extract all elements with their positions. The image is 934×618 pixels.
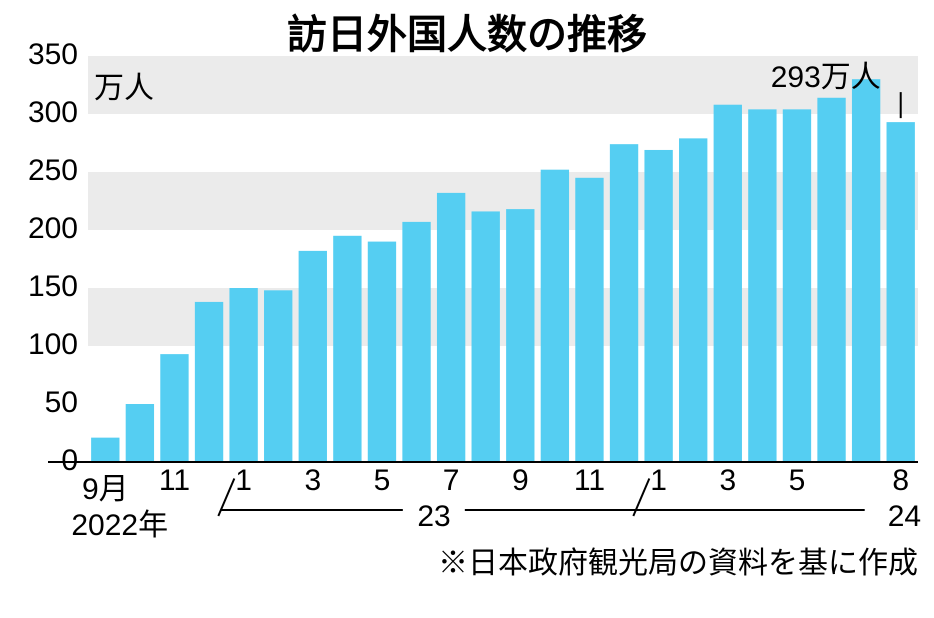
callout-label: 293万人 <box>771 52 881 96</box>
x-tick-label: 5 <box>342 464 422 498</box>
bar <box>610 144 638 462</box>
bar <box>575 178 603 462</box>
bar <box>91 438 119 462</box>
x-tick-label: 1 <box>204 464 284 498</box>
x-tick-label: 3 <box>688 464 768 498</box>
year-label: 2022年 <box>71 500 168 544</box>
y-tick-label: 300 <box>0 96 78 130</box>
bar <box>333 236 361 462</box>
bar <box>506 209 534 462</box>
y-tick-label: 100 <box>0 328 78 362</box>
bar <box>714 105 742 462</box>
bar <box>748 109 776 462</box>
bar <box>541 170 569 462</box>
y-tick-label: 50 <box>0 386 78 420</box>
y-tick-label: 250 <box>0 154 78 188</box>
bar <box>402 222 430 462</box>
bar <box>472 211 500 462</box>
footnote: ※日本政府観光局の資料を基に作成 <box>438 538 918 582</box>
year-label: 23 <box>417 500 450 534</box>
bar <box>817 98 845 462</box>
y-tick-label: 200 <box>0 212 78 246</box>
x-tick-label: 9 <box>480 464 560 498</box>
bar <box>783 109 811 462</box>
x-tick-label: 1 <box>619 464 699 498</box>
x-tick-label: 7 <box>411 464 491 498</box>
x-tick-label: 11 <box>549 464 629 498</box>
bar <box>644 150 672 462</box>
x-tick-label: 11 <box>134 464 214 498</box>
bar <box>229 288 257 462</box>
bar <box>299 251 327 462</box>
bar <box>264 290 292 462</box>
bar <box>437 193 465 462</box>
bar <box>887 122 915 462</box>
bar <box>126 404 154 462</box>
y-tick-label: 150 <box>0 270 78 304</box>
x-tick-label: 5 <box>757 464 837 498</box>
bar <box>679 138 707 462</box>
bar <box>195 302 223 462</box>
year-label: 24 <box>888 500 921 534</box>
x-tick-label: 8 <box>861 464 934 498</box>
y-tick-label: 350 <box>0 38 78 72</box>
bar <box>368 242 396 462</box>
unit-label: 万人 <box>94 63 154 107</box>
x-tick-label: 3 <box>273 464 353 498</box>
bar <box>160 354 188 462</box>
bar <box>852 79 880 462</box>
